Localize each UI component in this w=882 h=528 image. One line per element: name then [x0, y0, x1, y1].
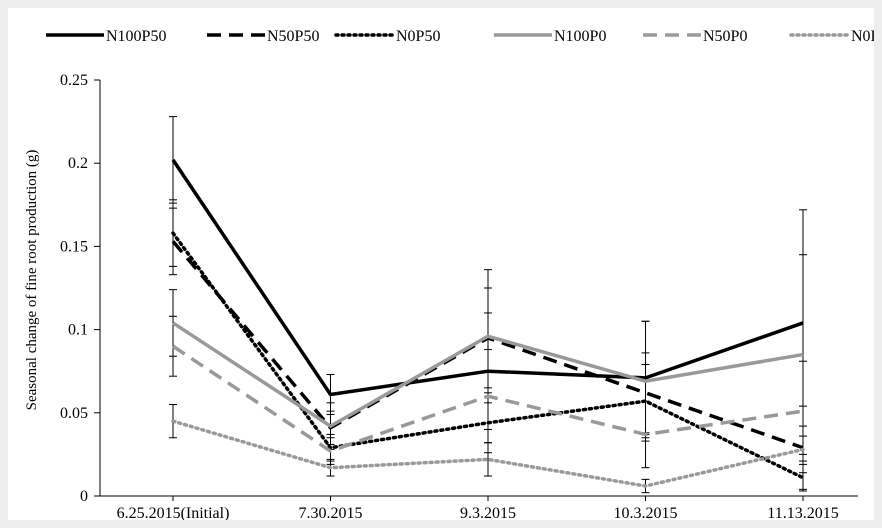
x-tick-label: 6.25.2015(Initial): [117, 505, 230, 520]
legend-item: N50P50: [207, 28, 319, 45]
x-tick-label: 10.3.2015: [614, 505, 678, 520]
series-line-n100p0: [172, 321, 804, 428]
legend-label: N0P0: [851, 28, 874, 45]
legend-label: N100P0: [554, 28, 606, 45]
legend-item: N100P50: [46, 28, 166, 45]
error-bars: [169, 116, 807, 494]
x-tick-label: 11.13.2015: [767, 505, 838, 520]
y-tick-label: 0.2: [68, 155, 88, 172]
chart-frame: 0 0.05 0.1 0.15 0.2 0.25 6.25.2015(Initial) 7.…: [8, 8, 874, 520]
axes: [99, 80, 858, 497]
legend-item: N50P0: [643, 28, 747, 45]
legend-label: N100P50: [106, 28, 166, 45]
y-tick-label: 0.1: [68, 322, 88, 339]
legend-label: N50P0: [703, 28, 747, 45]
legend: N100P50 N50P50 N0P50 N100P0 N50P0 N0P0: [46, 28, 874, 45]
x-tick-labels: 6.25.2015(Initial) 7.30.2015 9.3.2015 10.3.…: [117, 496, 839, 520]
y-tick-label: 0.15: [60, 238, 88, 255]
series-line-n100p50: [171, 158, 804, 397]
series-line-n0p0: [171, 419, 805, 488]
y-axis-title: Seasonal change of fine root production …: [24, 150, 40, 411]
x-tick-label: 9.3.2015: [460, 505, 516, 520]
legend-item: N100P0: [494, 28, 606, 45]
legend-item: N0P0: [789, 28, 874, 45]
series-lines: [171, 158, 805, 488]
y-tick-labels: 0 0.05 0.1 0.15 0.2 0.25: [60, 72, 100, 505]
y-tick-label: 0.05: [60, 405, 88, 422]
series-line-n0p50: [171, 231, 805, 480]
error-bar: [484, 442, 492, 477]
y-tick-label: 0: [80, 488, 88, 505]
legend-label: N50P50: [267, 28, 319, 45]
legend-label: N0P50: [396, 28, 440, 45]
line-chart: 0 0.05 0.1 0.15 0.2 0.25 6.25.2015(Initial) 7.…: [24, 28, 874, 520]
series-line-n50p0: [172, 344, 804, 453]
y-tick-label: 0.25: [60, 72, 88, 89]
legend-item: N0P50: [334, 28, 440, 45]
x-tick-label: 7.30.2015: [299, 505, 363, 520]
